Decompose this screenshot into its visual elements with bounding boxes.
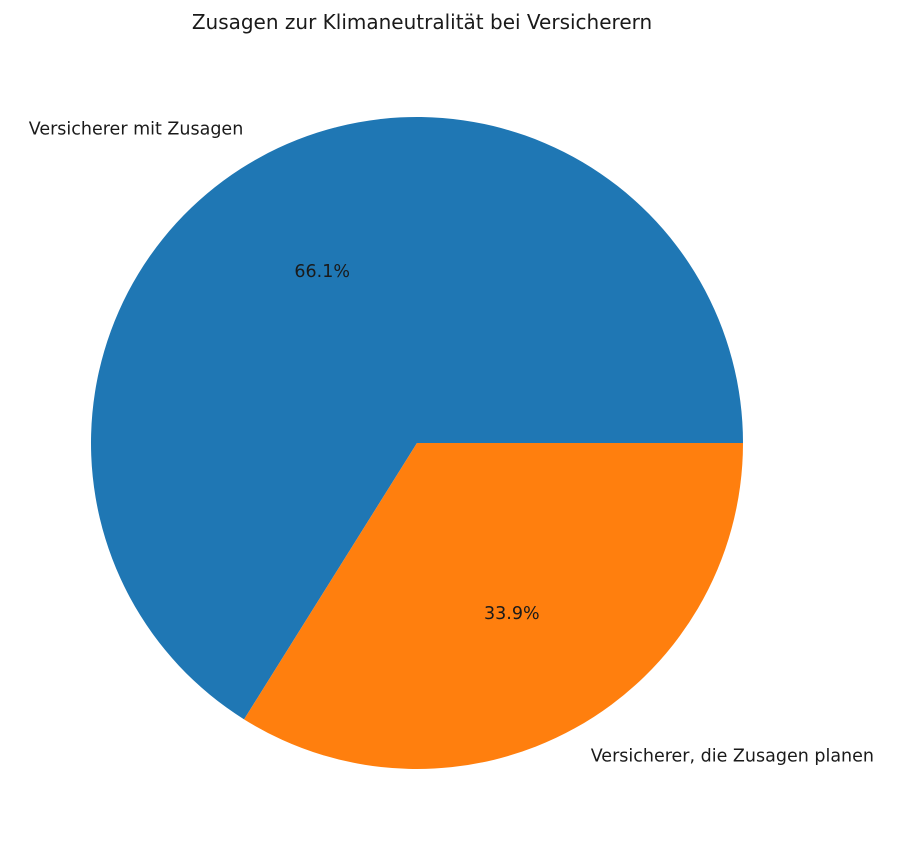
pie-slice-labels: Versicherer mit Zusagen Versicherer, die …: [29, 119, 874, 766]
pie-percentage-labels: 66.1% 33.9%: [294, 262, 539, 624]
pie-slice-label-0: Versicherer mit Zusagen: [29, 119, 244, 139]
pie-pct-label-1: 33.9%: [484, 604, 540, 624]
pie-pct-label-0: 66.1%: [294, 262, 350, 282]
pie-slice-0: [90, 116, 743, 720]
pie-slice-1: [244, 443, 744, 769]
chart-title: Zusagen zur Klimaneutralität bei Versich…: [192, 10, 652, 34]
pie-slice-label-1: Versicherer, die Zusagen planen: [591, 747, 874, 767]
pie-slices: [90, 116, 744, 769]
